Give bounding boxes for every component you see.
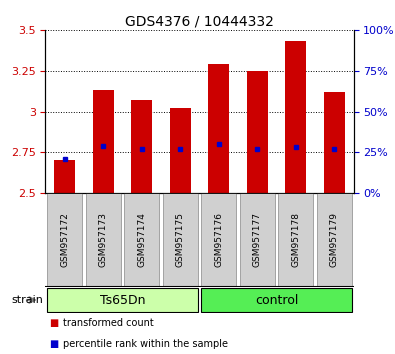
Bar	[47, 288, 198, 312]
Bar	[131, 100, 152, 193]
Bar	[246, 71, 268, 193]
Text: GSM957177: GSM957177	[253, 212, 262, 267]
Title: GDS4376 / 10444332: GDS4376 / 10444332	[125, 15, 274, 29]
Bar	[169, 108, 191, 193]
Text: percentile rank within the sample: percentile rank within the sample	[63, 339, 228, 349]
Bar	[201, 288, 352, 312]
Bar	[124, 193, 159, 287]
Bar	[285, 41, 307, 193]
Bar	[201, 193, 236, 287]
Bar	[92, 90, 114, 193]
Bar	[86, 193, 120, 287]
Bar	[317, 193, 352, 287]
Bar	[324, 92, 345, 193]
Bar	[278, 193, 313, 287]
Text: ■: ■	[49, 319, 58, 329]
Bar	[163, 193, 198, 287]
Text: GSM957175: GSM957175	[176, 212, 185, 267]
Bar	[47, 193, 82, 287]
Text: Ts65Dn: Ts65Dn	[100, 293, 145, 307]
Text: GSM957174: GSM957174	[137, 212, 146, 267]
Bar	[240, 193, 275, 287]
Text: ■: ■	[49, 339, 58, 349]
Text: GSM957178: GSM957178	[291, 212, 300, 267]
Bar	[54, 160, 75, 193]
Text: GSM957172: GSM957172	[60, 212, 69, 267]
Text: transformed count: transformed count	[63, 319, 154, 329]
Text: GSM957173: GSM957173	[99, 212, 108, 267]
Text: GSM957179: GSM957179	[330, 212, 339, 267]
Text: strain: strain	[11, 295, 43, 305]
Text: control: control	[255, 293, 298, 307]
Text: GSM957176: GSM957176	[214, 212, 223, 267]
Bar	[208, 64, 229, 193]
